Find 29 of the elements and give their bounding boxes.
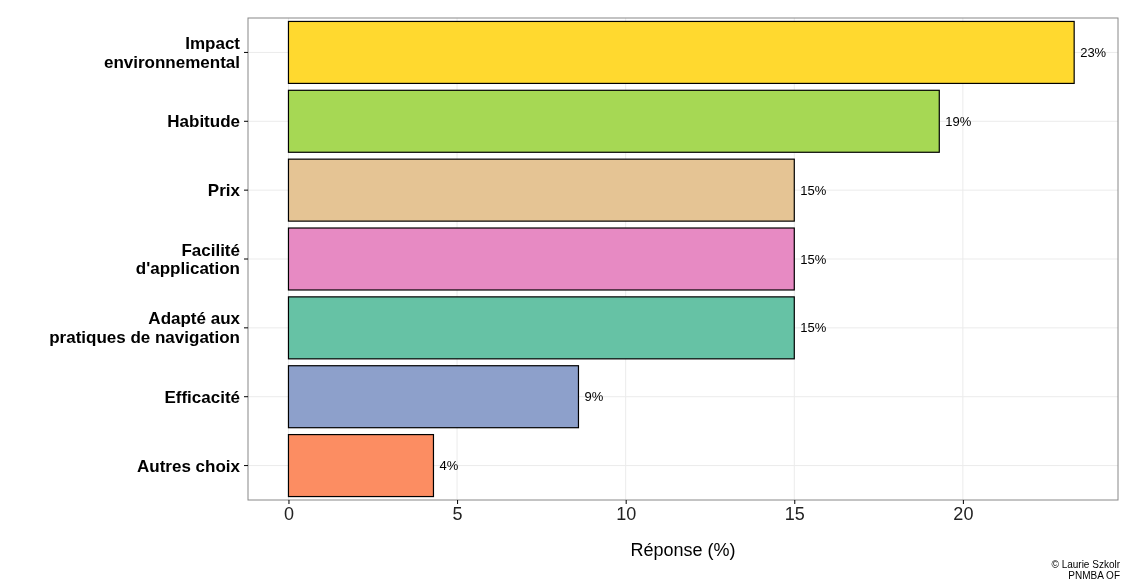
- x-tick-label: 5: [452, 503, 463, 524]
- bar: [287, 227, 795, 291]
- y-tick-label: Prix: [207, 181, 241, 201]
- bar: [287, 89, 940, 153]
- y-tick-label: Autres choix: [137, 456, 241, 476]
- data-label: 23%: [1080, 44, 1107, 60]
- data-label: 15%: [800, 182, 827, 198]
- y-tick-label: Habitude: [167, 112, 240, 132]
- bar: [287, 20, 1075, 85]
- y-tick-label: Facilité d'application: [135, 240, 240, 279]
- data-label: 19%: [945, 113, 972, 129]
- text: © Laurie Szkolr: [1051, 559, 1121, 570]
- y-tick-label: Adapté aux pratiques de navigation: [49, 309, 241, 348]
- x-tick-label: 15: [784, 503, 805, 524]
- y-tick-label: Efficacité: [164, 387, 240, 407]
- text: PNMBA OF: [1068, 570, 1120, 581]
- x-tick-label: 10: [616, 503, 637, 524]
- data-label: 4%: [439, 458, 459, 474]
- bar: [287, 365, 580, 429]
- y-tick-label: Impact environnemental: [103, 34, 241, 72]
- x-tick-label: 20: [953, 503, 974, 524]
- bar: [287, 296, 795, 360]
- data-label: 15%: [800, 251, 827, 267]
- bar: [287, 158, 795, 222]
- x-tick-label: 0: [283, 503, 294, 524]
- bar: [287, 433, 435, 498]
- data-label: 15%: [800, 320, 827, 336]
- x-axis-title: Réponse (%): [630, 540, 736, 560]
- data-label: 9%: [584, 389, 604, 405]
